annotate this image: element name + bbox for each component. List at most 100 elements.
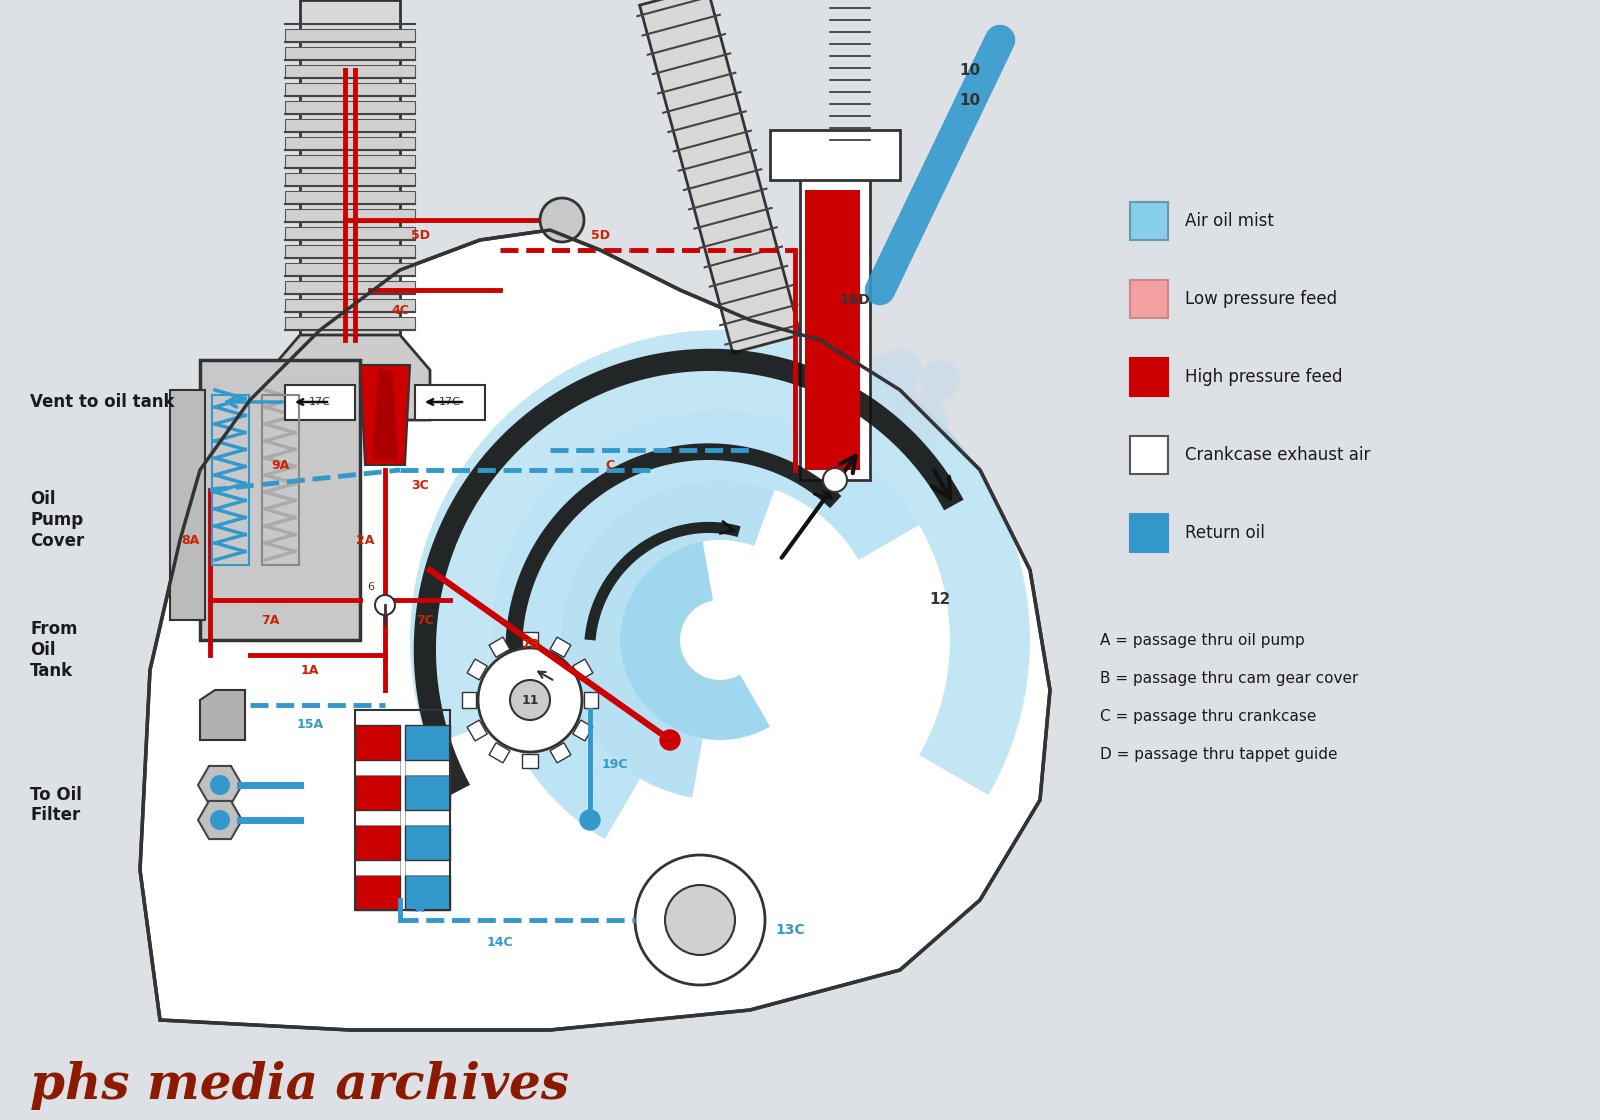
Bar xyxy=(355,775,400,810)
Bar xyxy=(355,725,400,760)
Text: 10: 10 xyxy=(960,93,981,108)
Bar xyxy=(262,395,299,564)
Bar xyxy=(170,390,205,620)
Bar xyxy=(1130,280,1168,318)
Bar xyxy=(805,190,861,470)
Polygon shape xyxy=(621,541,770,740)
Bar xyxy=(285,65,414,78)
Text: 12: 12 xyxy=(930,592,950,607)
Text: B = passage thru cam gear cover: B = passage thru cam gear cover xyxy=(1101,671,1358,685)
Text: phs media archives: phs media archives xyxy=(30,1061,570,1110)
Bar xyxy=(355,710,450,909)
Polygon shape xyxy=(550,743,571,763)
Bar xyxy=(285,47,414,60)
Text: 17C: 17C xyxy=(309,396,331,407)
Bar xyxy=(285,119,414,132)
Bar xyxy=(285,101,414,114)
Bar xyxy=(200,360,360,640)
Bar xyxy=(355,875,400,909)
Text: A: A xyxy=(414,902,426,915)
Bar xyxy=(285,263,414,276)
Text: Oil
Pump
Cover: Oil Pump Cover xyxy=(30,491,85,550)
Bar xyxy=(285,83,414,96)
Circle shape xyxy=(878,348,922,392)
Circle shape xyxy=(661,730,680,750)
Text: A = passage thru oil pump: A = passage thru oil pump xyxy=(1101,633,1304,647)
Bar xyxy=(405,860,450,875)
Polygon shape xyxy=(467,659,488,680)
Text: 6: 6 xyxy=(366,582,374,592)
Bar xyxy=(285,192,414,204)
Polygon shape xyxy=(373,370,398,460)
Circle shape xyxy=(541,198,584,242)
Polygon shape xyxy=(270,335,430,420)
Polygon shape xyxy=(640,0,800,353)
Text: 3C: 3C xyxy=(411,478,429,492)
Bar xyxy=(285,281,414,295)
Text: To Oil
Filter: To Oil Filter xyxy=(30,785,82,824)
Polygon shape xyxy=(800,170,870,480)
Circle shape xyxy=(893,392,947,448)
Bar xyxy=(285,227,414,240)
Polygon shape xyxy=(584,692,598,708)
Text: 7A: 7A xyxy=(261,614,278,626)
Polygon shape xyxy=(560,480,774,797)
Text: 7C: 7C xyxy=(416,614,434,626)
Bar xyxy=(355,760,400,775)
Circle shape xyxy=(822,468,846,492)
Text: C = passage thru crankcase: C = passage thru crankcase xyxy=(1101,709,1317,724)
Text: 2A: 2A xyxy=(355,533,374,547)
Bar xyxy=(285,172,414,186)
Text: High pressure feed: High pressure feed xyxy=(1186,368,1342,386)
FancyBboxPatch shape xyxy=(414,385,485,420)
Text: Return oil: Return oil xyxy=(1186,524,1266,542)
Text: 9A: 9A xyxy=(270,458,290,472)
Circle shape xyxy=(374,595,395,615)
Text: D = passage thru tappet guide: D = passage thru tappet guide xyxy=(1101,747,1338,762)
Polygon shape xyxy=(301,0,400,335)
Polygon shape xyxy=(490,637,510,657)
Text: 17C: 17C xyxy=(438,396,461,407)
Bar xyxy=(1130,514,1168,552)
Bar xyxy=(405,875,450,909)
Text: 15A: 15A xyxy=(296,719,323,731)
Circle shape xyxy=(920,360,960,400)
Polygon shape xyxy=(550,637,571,657)
Polygon shape xyxy=(141,230,1050,1030)
Text: 13C: 13C xyxy=(774,923,805,937)
Bar xyxy=(285,29,414,41)
Polygon shape xyxy=(490,410,918,839)
Text: Low pressure feed: Low pressure feed xyxy=(1186,290,1338,308)
Polygon shape xyxy=(573,659,594,680)
Text: 11: 11 xyxy=(522,693,539,707)
Bar xyxy=(405,810,450,825)
Bar xyxy=(808,190,853,420)
Text: C: C xyxy=(605,458,614,472)
Polygon shape xyxy=(490,743,510,763)
Text: 4C: 4C xyxy=(390,304,410,317)
Bar xyxy=(355,860,400,875)
Bar xyxy=(405,725,450,760)
Polygon shape xyxy=(200,690,245,740)
Text: Air oil mist: Air oil mist xyxy=(1186,212,1274,230)
Circle shape xyxy=(826,385,875,435)
Text: 5D: 5D xyxy=(590,228,610,242)
Bar xyxy=(285,299,414,312)
Circle shape xyxy=(210,775,230,795)
Polygon shape xyxy=(573,720,594,741)
Circle shape xyxy=(635,855,765,984)
Bar xyxy=(355,825,400,860)
Circle shape xyxy=(478,648,582,752)
Bar xyxy=(1130,436,1168,474)
Text: 8A: 8A xyxy=(181,533,198,547)
Circle shape xyxy=(845,355,915,424)
Circle shape xyxy=(510,680,550,720)
Polygon shape xyxy=(410,330,1030,795)
Bar xyxy=(213,395,250,564)
Bar xyxy=(405,825,450,860)
Bar xyxy=(285,209,414,222)
Bar xyxy=(1130,358,1168,396)
FancyBboxPatch shape xyxy=(285,385,355,420)
Text: 10: 10 xyxy=(960,63,981,77)
Text: 5D: 5D xyxy=(411,228,429,242)
